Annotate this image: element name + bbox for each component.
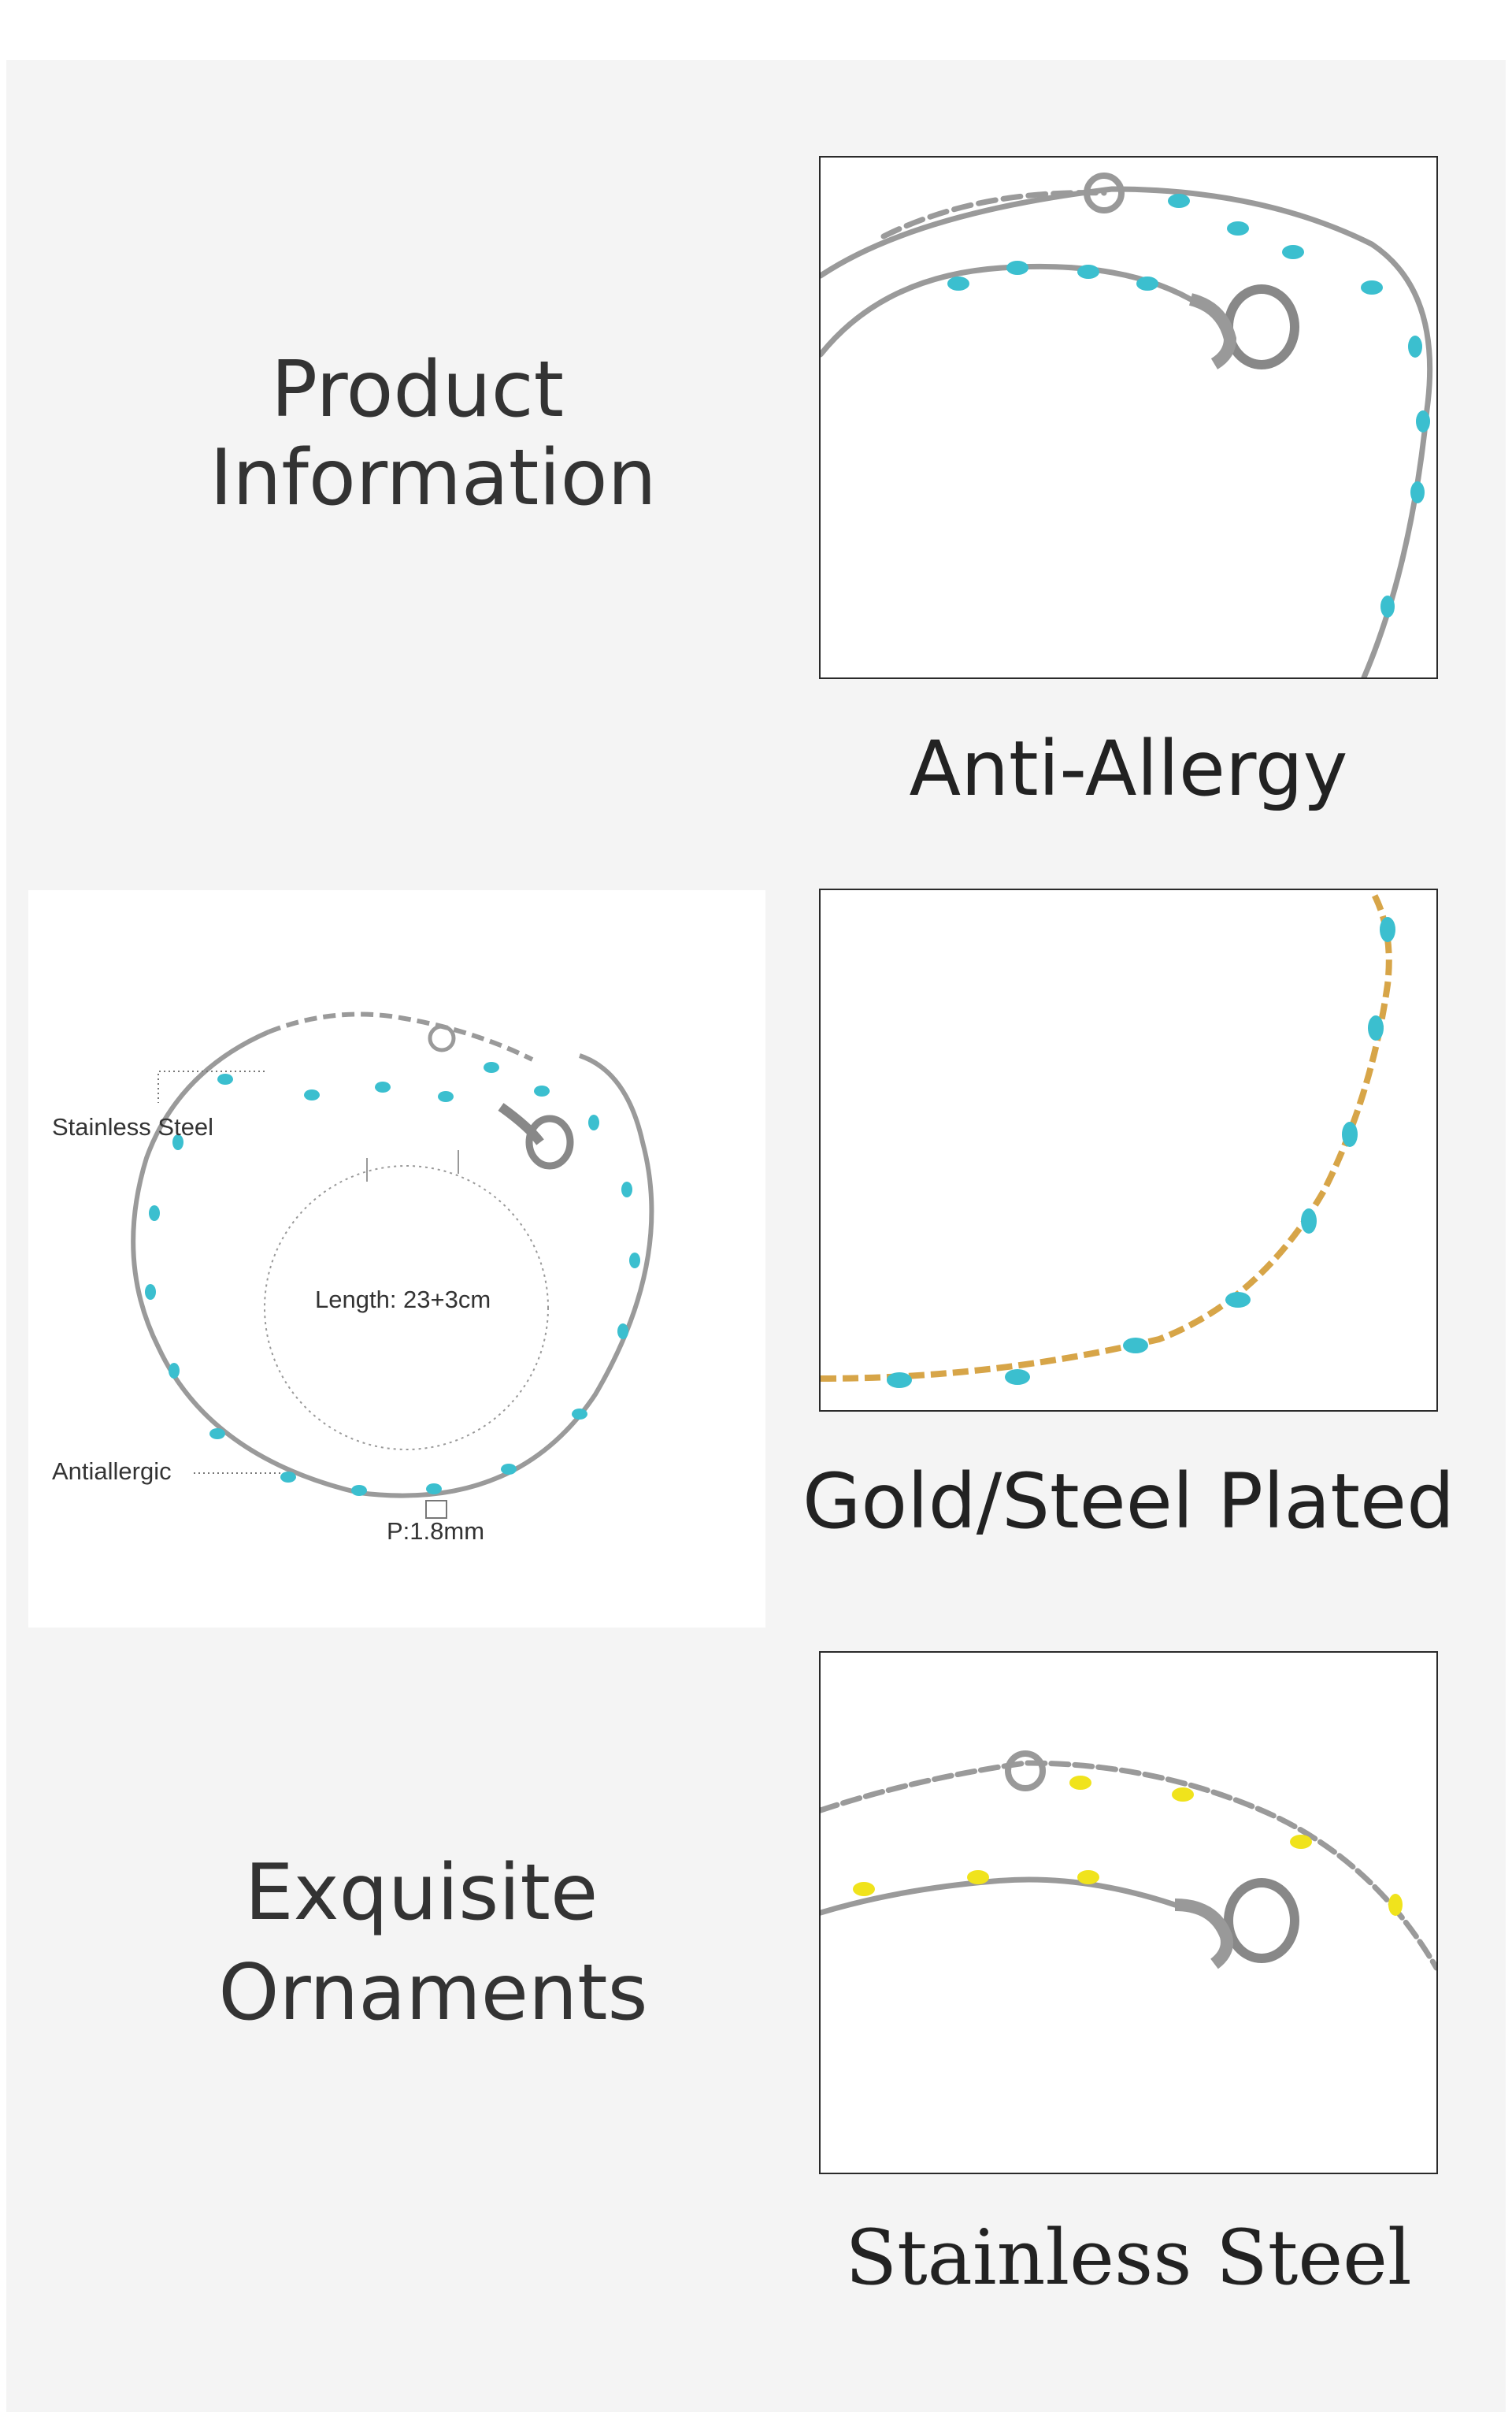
chain-lower: [821, 1876, 1178, 1916]
diagram-beads: [145, 1062, 640, 1496]
stainless-steel-label: Stainless Steel: [52, 1113, 214, 1141]
gold-plated-photo: [819, 889, 1438, 1412]
length-label: Length: 23+3cm: [315, 1286, 491, 1313]
exquisite-ornaments-heading: Exquisite Ornaments: [181, 1843, 685, 2044]
chain-lower: [821, 263, 1194, 358]
bracelet-size-diagram: Stainless Steel Length: 23+3cm Antialler…: [28, 890, 765, 1628]
heading-line-1: Exquisite: [244, 1848, 598, 1938]
yellow-beads: [853, 1776, 1403, 1916]
anti-allergy-photo: [819, 156, 1438, 679]
bead-size-label: P:1.8mm: [387, 1517, 485, 1545]
heading-line-1: Product: [270, 345, 565, 435]
antiallergic-label: Antiallergic: [52, 1457, 172, 1485]
gold-steel-plated-caption: Gold/Steel Plated: [802, 1457, 1455, 1546]
extender-chain: [267, 1011, 534, 1062]
turquoise-beads: [947, 194, 1430, 618]
stainless-steel-photo: [819, 1651, 1438, 2174]
diagram-clasp: [498, 1103, 544, 1145]
gold-chain: [821, 890, 1392, 1382]
heading-line-2: Ornaments: [218, 1948, 648, 2039]
chain-upper: [821, 1760, 1436, 1971]
lobster-clasp: [1084, 173, 1299, 369]
bracelet-chain: [131, 1030, 654, 1498]
anti-allergy-caption: Anti-Allergy: [909, 725, 1348, 813]
lobster-clasp: [1174, 1878, 1299, 1969]
product-information-heading: Product Information: [181, 345, 685, 523]
length-circle: [264, 1165, 549, 1450]
gold-chain-beads: [887, 917, 1395, 1388]
heading-line-2: Information: [209, 432, 657, 523]
extender-chain: [880, 190, 1107, 239]
chain-upper: [821, 186, 1433, 677]
stainless-steel-caption: Stainless Steel: [845, 2214, 1412, 2302]
